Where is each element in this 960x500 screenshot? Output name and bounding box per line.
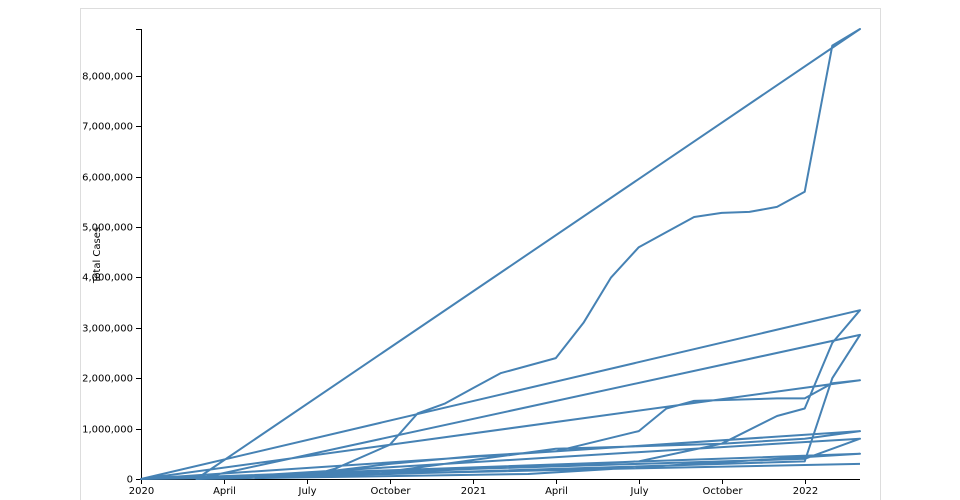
y-tick-label: 6,000,000 [82,173,133,184]
x-tick-label: July [630,486,649,497]
x-tick-label: April [545,486,568,497]
chart-frame [80,8,881,500]
x-tick-label: October [370,486,411,497]
y-tick-label: 0 [127,475,133,486]
x-tick-label: July [298,486,317,497]
x-tick-label: April [213,486,236,497]
y-axis-title: Total Cases [92,227,103,284]
y-tick-label: 5,000,000 [82,223,133,234]
y-tick-label: 8,000,000 [82,72,133,83]
data-line [140,28,861,480]
y-tick-label: 3,000,000 [82,324,133,335]
y-tick-label: 2,000,000 [82,374,133,385]
x-tick-label: October [702,486,743,497]
x-tick-label: 2022 [793,486,818,497]
y-tick-label: 7,000,000 [82,122,133,133]
y-tick-label: 4,000,000 [82,273,133,284]
x-tick-label: 2020 [129,486,154,497]
y-tick-label: 1,000,000 [82,425,133,436]
x-tick-label: 2021 [461,486,486,497]
